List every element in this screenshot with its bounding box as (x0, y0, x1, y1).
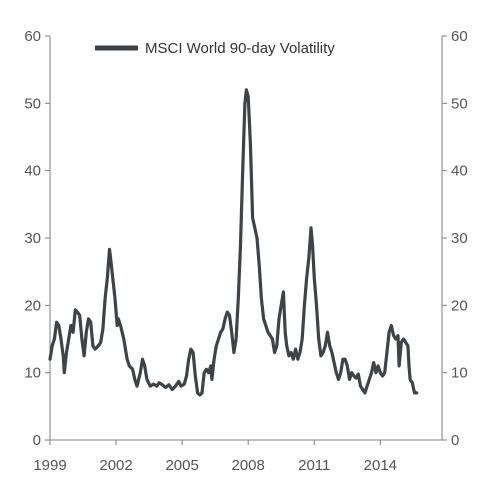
y-tick-label-left: 30 (24, 230, 41, 247)
x-tick-label: 2008 (232, 457, 265, 474)
y-tick-label-right: 30 (451, 230, 468, 247)
y-tick-label-left: 0 (33, 432, 41, 449)
x-tick-label: 1999 (33, 457, 66, 474)
y-tick-label-right: 20 (451, 297, 468, 314)
y-tick-label-left: 60 (24, 28, 41, 45)
y-tick-label-right: 10 (451, 365, 468, 382)
y-tick-label-left: 10 (24, 365, 41, 382)
axes (45, 35, 447, 445)
x-tick-label: 2014 (364, 457, 397, 474)
legend: MSCI World 90-day Volatility (95, 40, 335, 57)
series-line-1 (48, 88, 419, 397)
x-tick-label: 2005 (165, 457, 198, 474)
y-tick-label-right: 50 (451, 95, 468, 112)
x-tick-label: 2011 (298, 457, 330, 474)
tick-labels: 0 0 10 10 20 20 30 30 40 40 50 50 60 60 1999 2002 2005 20… (24, 28, 467, 474)
legend-label-series-1: MSCI World 90-day Volatility (145, 40, 335, 57)
y-tick-label-left: 20 (24, 297, 41, 314)
x-tick-label: 2002 (99, 457, 132, 474)
y-tick-label-right: 0 (451, 432, 459, 449)
y-tick-label-left: 50 (24, 95, 41, 112)
y-tick-label-left: 40 (24, 163, 41, 180)
y-tick-label-right: 40 (451, 163, 468, 180)
y-tick-label-right: 60 (451, 28, 468, 45)
series-lines (48, 88, 419, 397)
